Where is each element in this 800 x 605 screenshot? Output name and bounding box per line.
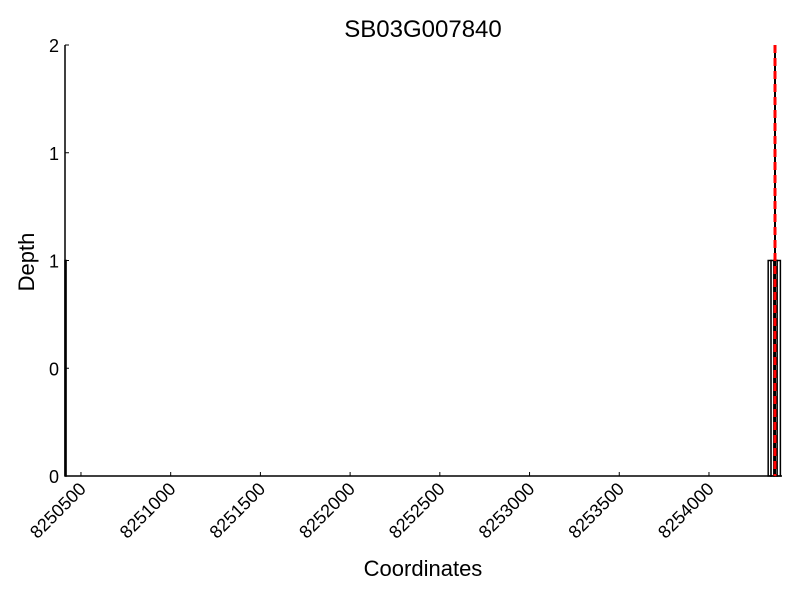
x-tick-label: 8252500 xyxy=(385,479,449,543)
x-tick-label: 8250500 xyxy=(26,479,90,543)
y-tick-label: 2 xyxy=(49,36,59,56)
x-tick-label: 8253500 xyxy=(564,479,628,543)
x-axis-label: Coordinates xyxy=(364,556,483,581)
x-tick-label: 8252000 xyxy=(295,479,359,543)
x-tick-label: 8253000 xyxy=(475,479,539,543)
depth-bar xyxy=(776,259,782,477)
y-axis-label: Depth xyxy=(14,233,39,292)
x-tick-label: 8254000 xyxy=(654,479,718,543)
y-tick-label: 1 xyxy=(49,144,59,164)
y-tick-label: 0 xyxy=(49,359,59,379)
chart-title: SB03G007840 xyxy=(344,16,501,43)
y-tick-label: 0 xyxy=(49,467,59,487)
x-tick-label: 8251000 xyxy=(116,479,180,543)
x-tick-label: 8251500 xyxy=(206,479,270,543)
y-tick-label: 1 xyxy=(49,252,59,272)
